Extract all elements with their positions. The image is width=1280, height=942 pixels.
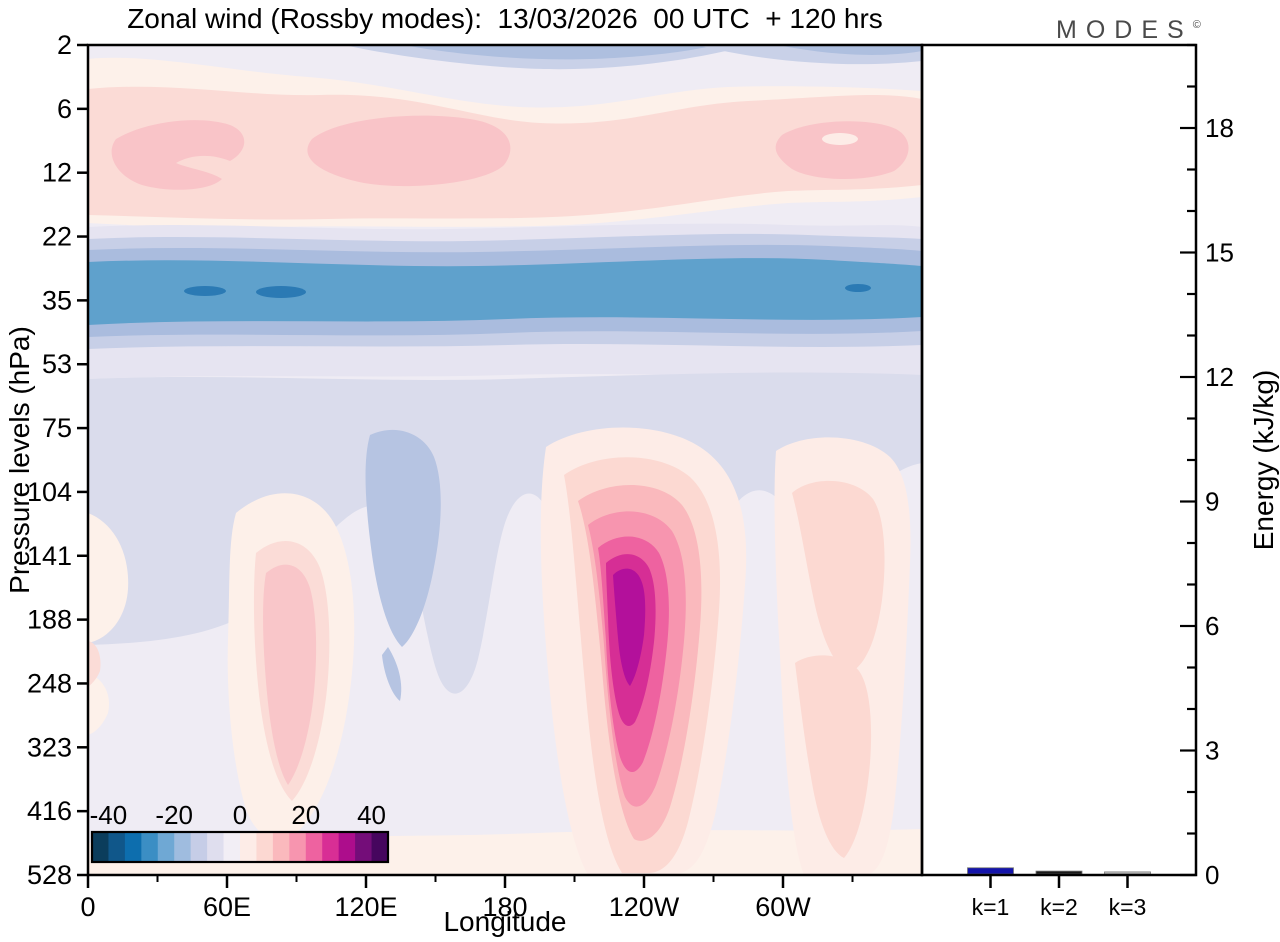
k-tick-label: k=1 bbox=[972, 894, 1010, 920]
pressure-tick-label: 75 bbox=[42, 413, 72, 443]
modes-logo-text: MODES bbox=[1056, 16, 1193, 44]
contour-band bbox=[88, 513, 129, 643]
colorbar-cell bbox=[240, 832, 257, 862]
contour-band bbox=[792, 480, 885, 673]
colorbar-cell bbox=[207, 832, 225, 862]
colorbar-tick-label: -40 bbox=[90, 800, 128, 830]
pressure-tick-label: 528 bbox=[27, 860, 72, 890]
k-tick-label: k=3 bbox=[1109, 894, 1147, 920]
contour-band bbox=[382, 647, 402, 701]
longitude-tick-label: 60W bbox=[755, 892, 811, 922]
modes-logo-mark: © bbox=[1192, 19, 1201, 31]
colorbar-tick-label: 40 bbox=[357, 800, 386, 830]
modes-logo: MODES© bbox=[1056, 16, 1201, 45]
contour-band bbox=[88, 641, 101, 687]
pressure-tick-label: 323 bbox=[27, 732, 72, 762]
pressure-tick-label: 248 bbox=[27, 668, 72, 698]
longitude-tick-label: 120W bbox=[609, 892, 680, 922]
colorbar-cell bbox=[92, 832, 109, 862]
colorbar-cell bbox=[108, 832, 126, 862]
pressure-tick-label: 2 bbox=[57, 30, 72, 60]
k-tick-label: k=2 bbox=[1040, 894, 1078, 920]
energy-tick-label: 9 bbox=[1205, 487, 1219, 517]
longitude-tick-label: 180 bbox=[482, 892, 527, 922]
colorbar-cell bbox=[223, 832, 241, 862]
y-axis-label-right: Energy (kJ/kg) bbox=[1248, 369, 1279, 551]
contour-band bbox=[263, 564, 317, 785]
energy-tick-label: 18 bbox=[1205, 113, 1234, 143]
pressure-tick-label: 188 bbox=[27, 605, 72, 635]
pressure-tick-label: 12 bbox=[42, 158, 72, 188]
colorbar-frame bbox=[90, 830, 390, 864]
colorbar-cell bbox=[174, 832, 192, 862]
contour-band bbox=[822, 133, 858, 145]
colorbar-cell bbox=[141, 832, 159, 862]
colorbar-cell bbox=[190, 832, 208, 862]
colorbar-tick-label: -20 bbox=[155, 800, 193, 830]
contour-band bbox=[184, 286, 226, 296]
energy-tick-label: 6 bbox=[1205, 611, 1219, 641]
contour-band bbox=[88, 258, 922, 325]
x-axis-label: Longitude bbox=[443, 906, 567, 937]
energy-bar-k3 bbox=[1104, 871, 1151, 875]
contour-field bbox=[88, 45, 922, 875]
colorbar-cell bbox=[322, 832, 340, 862]
contour-band bbox=[365, 429, 441, 647]
contour-band bbox=[404, 45, 716, 60]
contour-band bbox=[88, 372, 922, 694]
y-axis-label-left: Pressure levels (hPa) bbox=[4, 326, 35, 594]
colorbar-tick-label: 20 bbox=[291, 800, 320, 830]
contour-band bbox=[613, 568, 646, 686]
chart-title: Zonal wind (Rossby modes): 13/03/2026 00… bbox=[127, 3, 883, 34]
contour-band bbox=[778, 45, 922, 55]
energy-panel-bg bbox=[922, 45, 1196, 875]
colorbar-cell bbox=[289, 832, 307, 862]
energy-tick-label: 3 bbox=[1205, 736, 1219, 766]
pressure-tick-label: 141 bbox=[27, 541, 72, 571]
colorbar-cell bbox=[338, 832, 356, 862]
energy-bar-k1 bbox=[967, 867, 1014, 875]
contour-band bbox=[111, 120, 245, 190]
energy-panel-frame bbox=[920, 43, 1198, 877]
longitude-tick-label: 0 bbox=[80, 892, 95, 922]
pressure-tick-label: 6 bbox=[57, 94, 72, 124]
colorbar-cell bbox=[272, 832, 290, 862]
contour-band bbox=[775, 121, 909, 180]
colorbar-cell bbox=[157, 832, 175, 862]
longitude-tick-label: 120E bbox=[334, 892, 397, 922]
contour-band bbox=[88, 673, 110, 735]
pressure-tick-label: 104 bbox=[27, 477, 72, 507]
contour-band bbox=[307, 115, 511, 187]
pressure-tick-label: 35 bbox=[42, 285, 72, 315]
pressure-tick-label: 22 bbox=[42, 222, 72, 252]
energy-bar-k2 bbox=[1035, 870, 1083, 875]
colorbar-cell bbox=[355, 832, 373, 862]
colorbar-cell bbox=[371, 832, 389, 862]
colorbar-cell bbox=[256, 832, 274, 862]
colorbar-tick-label: 0 bbox=[233, 800, 247, 830]
contour-band bbox=[795, 655, 872, 858]
pressure-tick-label: 416 bbox=[27, 796, 72, 826]
colorbar-cell bbox=[305, 832, 323, 862]
longitude-tick-label: 60E bbox=[203, 892, 251, 922]
colorbar-cell bbox=[124, 832, 142, 862]
energy-tick-label: 12 bbox=[1205, 362, 1234, 392]
energy-tick-label: 15 bbox=[1205, 238, 1234, 268]
contour-band bbox=[256, 286, 306, 298]
contour-band bbox=[845, 284, 871, 292]
energy-tick-label: 0 bbox=[1205, 860, 1219, 890]
pressure-tick-label: 53 bbox=[42, 349, 72, 379]
